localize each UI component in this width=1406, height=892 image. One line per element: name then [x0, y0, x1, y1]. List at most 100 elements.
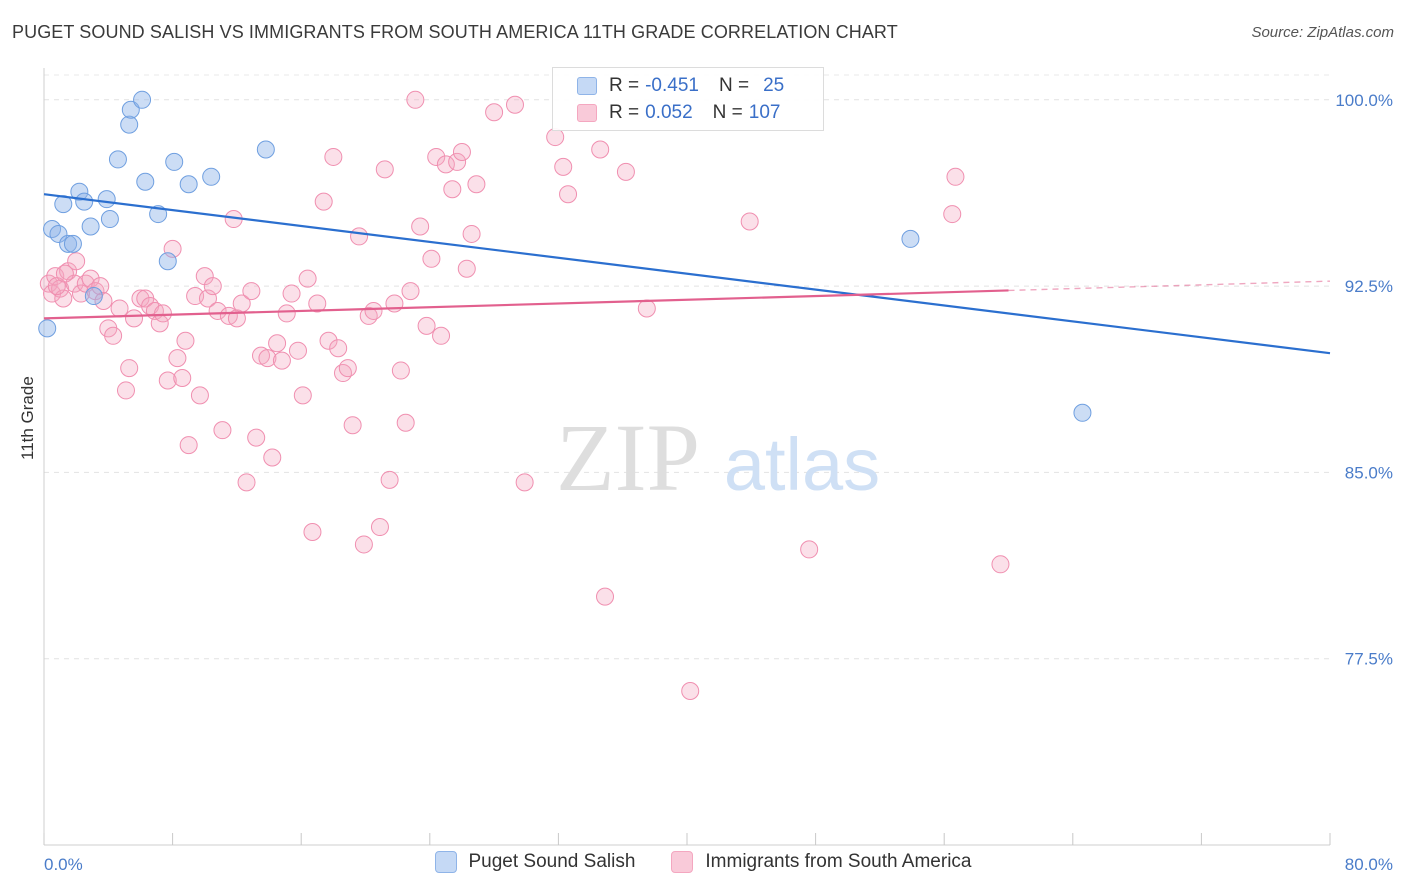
point-immigrants	[448, 152, 467, 171]
point-immigrants	[637, 299, 656, 318]
point-immigrants	[110, 299, 129, 318]
point-immigrants	[800, 540, 819, 559]
y-tick-label: 77.5%	[1345, 650, 1393, 669]
data-points	[38, 90, 1092, 700]
legend-swatch-immigrants	[671, 851, 694, 873]
tick-labels: 77.5% 85.0% 92.5% 100.0% 0.0% 80.0%	[44, 91, 1393, 874]
point-immigrants	[272, 351, 291, 370]
point-salish	[121, 100, 140, 119]
point-salish	[202, 167, 221, 186]
point-immigrants	[329, 339, 348, 358]
point-immigrants	[436, 155, 455, 174]
point-immigrants	[158, 371, 177, 390]
point-salish	[179, 175, 198, 194]
point-immigrants	[515, 473, 534, 492]
n-label: N =	[712, 102, 743, 123]
legend-label-salish: Puget Sound Salish	[468, 851, 636, 872]
point-immigrants	[364, 301, 383, 320]
r-value: 0.052	[645, 102, 693, 123]
point-immigrants	[116, 381, 135, 400]
point-immigrants	[338, 359, 357, 378]
point-immigrants	[616, 162, 635, 181]
legend-swatch-salish	[434, 851, 457, 873]
point-immigrants	[740, 212, 759, 231]
point-immigrants	[173, 369, 192, 388]
point-salish	[901, 229, 920, 248]
r-label: R =	[609, 102, 640, 123]
point-immigrants	[131, 289, 150, 308]
point-immigrants	[485, 103, 504, 122]
point-immigrants	[359, 306, 378, 325]
point-immigrants	[263, 448, 282, 467]
point-immigrants	[247, 428, 266, 447]
point-immigrants	[681, 681, 700, 700]
point-immigrants	[946, 167, 965, 186]
point-salish	[84, 287, 103, 306]
point-immigrants	[319, 331, 338, 350]
trend-line-immigrants	[43, 289, 1009, 320]
legend-swatch-salish	[577, 77, 597, 95]
point-immigrants	[443, 180, 462, 199]
point-salish	[97, 190, 116, 209]
point-immigrants	[457, 259, 476, 278]
point-immigrants	[120, 359, 139, 378]
point-immigrants	[350, 227, 369, 246]
point-salish	[100, 210, 119, 229]
legend-label-immigrants: Immigrants from South America	[705, 851, 972, 872]
trend-line-salish	[43, 193, 1331, 355]
point-salish	[75, 192, 94, 211]
point-immigrants	[411, 217, 430, 236]
point-immigrants	[380, 470, 399, 489]
point-immigrants	[333, 364, 352, 383]
point-salish	[59, 234, 78, 253]
point-immigrants	[375, 160, 394, 179]
point-salish	[81, 217, 100, 236]
point-immigrants	[125, 309, 144, 328]
point-salish	[70, 182, 89, 201]
point-salish	[120, 115, 139, 134]
point-immigrants	[354, 535, 373, 554]
trend-lines	[43, 193, 1331, 355]
point-immigrants	[559, 185, 578, 204]
point-immigrants	[308, 294, 327, 313]
point-salish	[256, 140, 275, 159]
point-immigrants	[427, 147, 446, 166]
point-salish	[38, 319, 57, 338]
y-tick-label: 92.5%	[1345, 277, 1393, 296]
point-immigrants	[268, 334, 287, 353]
point-immigrants	[401, 282, 420, 301]
point-immigrants	[298, 269, 317, 288]
point-immigrants	[452, 142, 471, 161]
point-immigrants	[396, 413, 415, 432]
axes	[43, 68, 1331, 846]
x-tick-label: 0.0%	[44, 855, 83, 874]
point-immigrants	[467, 175, 486, 194]
legend-row-immigrants: R = 0.052 N = 107	[577, 100, 780, 126]
chart-title: PUGET SOUND SALISH VS IMMIGRANTS FROM SO…	[12, 22, 898, 42]
point-salish	[133, 90, 152, 109]
point-immigrants	[324, 147, 343, 166]
point-immigrants	[91, 277, 110, 296]
point-immigrants	[67, 252, 86, 271]
n-value: 107	[748, 102, 781, 123]
r-label: R =	[609, 75, 640, 96]
point-immigrants	[417, 316, 436, 335]
x-tick-label: 80.0%	[1345, 855, 1393, 874]
source-label: Source: ZipAtlas.com	[1251, 24, 1394, 41]
point-immigrants	[406, 90, 425, 109]
legend-swatch-immigrants	[577, 104, 597, 122]
point-immigrants	[591, 140, 610, 159]
point-immigrants	[462, 224, 481, 243]
point-immigrants	[422, 249, 441, 268]
point-immigrants	[213, 421, 232, 440]
point-salish	[136, 172, 155, 191]
point-salish	[158, 252, 177, 271]
point-salish	[165, 152, 184, 171]
point-immigrants	[554, 157, 573, 176]
legend-item-salish: Puget Sound Salish	[434, 851, 636, 873]
point-immigrants	[179, 436, 198, 455]
point-immigrants	[391, 361, 410, 380]
point-immigrants	[190, 386, 209, 405]
point-salish	[1073, 403, 1092, 422]
point-salish	[49, 224, 68, 243]
